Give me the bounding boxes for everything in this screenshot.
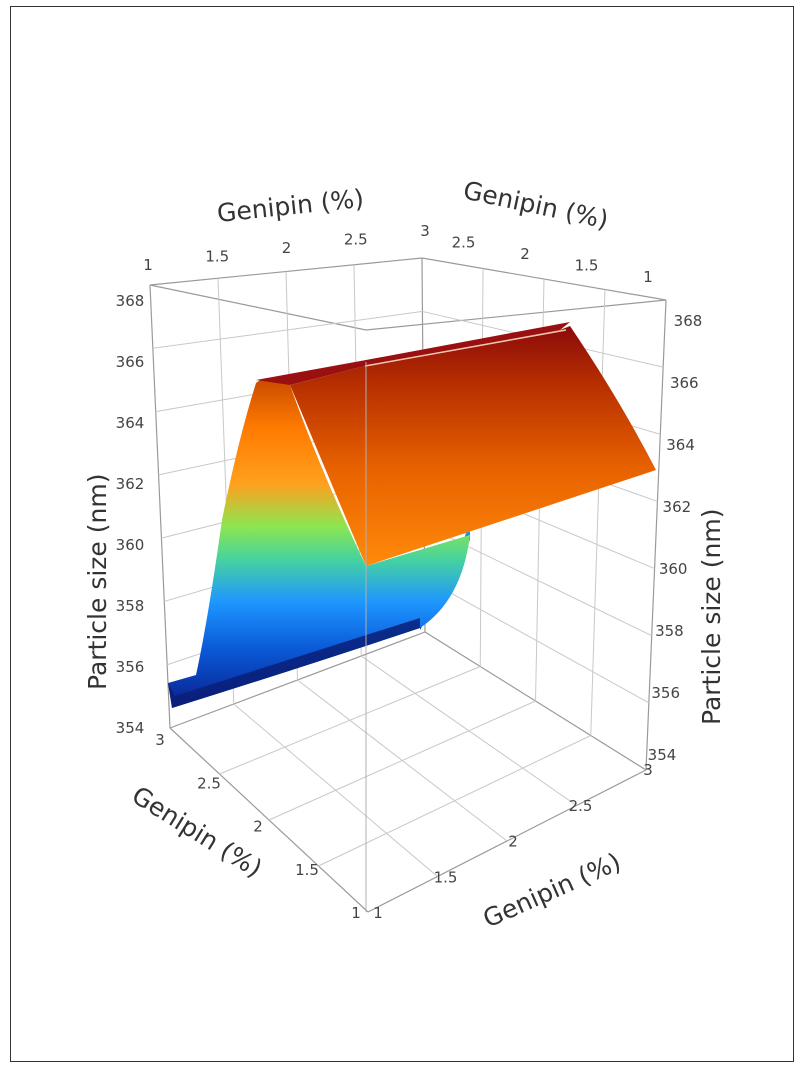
tick-label: 2 — [508, 833, 518, 851]
tick-label: 2.5 — [569, 797, 593, 815]
surface-ridge-line — [364, 329, 567, 367]
tick-label: 360 — [116, 536, 145, 554]
top-frame-edge — [149, 284, 367, 331]
wall-grid-horizontal — [424, 578, 650, 704]
tick-label: 358 — [655, 622, 684, 640]
tick-label: 1 — [373, 904, 383, 922]
tick-label: 368 — [116, 292, 145, 310]
tick-label: 3 — [643, 761, 653, 779]
tick-label: 358 — [116, 597, 145, 615]
tick-label: 356 — [116, 658, 145, 676]
tick-label: 1.5 — [295, 861, 319, 879]
surface-ridge — [256, 322, 570, 385]
tick-label: 1 — [351, 904, 361, 922]
tick-label: 2.5 — [452, 234, 476, 252]
tick-label: 364 — [116, 414, 145, 432]
axis-label-z-left: Particle size (nm) — [83, 474, 112, 690]
surface — [168, 322, 656, 708]
axis-label-z-right: Particle size (nm) — [697, 509, 726, 725]
tick-label: 2 — [520, 245, 530, 263]
tick-label: 1.5 — [205, 248, 229, 266]
surface-front-wall — [168, 377, 470, 708]
tick-label: 1 — [643, 268, 653, 286]
tick-label: 2.5 — [344, 231, 368, 249]
tick-label: 1.5 — [434, 868, 458, 886]
tick-label: 2 — [253, 818, 263, 836]
axis-label-bottom-right: Genipin (%) — [479, 847, 625, 933]
tick-label: 366 — [670, 374, 699, 392]
axis-label-bottom-left: Genipin (%) — [127, 780, 267, 883]
tick-label: 354 — [648, 746, 677, 764]
vertical-edge — [149, 284, 171, 729]
wall-grid-horizontal — [152, 310, 423, 349]
tick-label: 362 — [116, 475, 145, 493]
tick-label: 1.5 — [575, 257, 599, 275]
top-frame-edge — [365, 299, 667, 331]
floor-grid-line — [318, 735, 591, 867]
tick-label: 364 — [666, 436, 695, 454]
axis-label-top-left: Genipin (%) — [216, 184, 366, 228]
surface-slope — [290, 326, 656, 566]
tick-label: 354 — [116, 719, 145, 737]
floor-grid-line — [297, 679, 508, 842]
tick-label: 2.5 — [197, 774, 221, 792]
floor-grid-line — [360, 655, 577, 806]
tick-label: 360 — [659, 560, 688, 578]
tick-label: 2 — [282, 239, 292, 257]
tick-label: 362 — [663, 498, 692, 516]
wall-grid-vertical — [590, 289, 606, 736]
surface-bottom-edge — [168, 618, 420, 708]
tick-label: 356 — [651, 684, 680, 702]
tick-labels: 1 1.5 2 2.5 3 2.5 2 1.5 1 354 356 358 360 362 364 366 36… — [116, 222, 703, 922]
vertical-edge — [645, 299, 667, 771]
tick-label: 1 — [143, 256, 153, 274]
tick-label: 3 — [420, 222, 430, 240]
tick-label: 368 — [674, 312, 703, 330]
axis-label-top-right: Genipin (%) — [461, 176, 611, 235]
tick-label: 3 — [155, 731, 165, 749]
tick-label: 366 — [116, 353, 145, 371]
